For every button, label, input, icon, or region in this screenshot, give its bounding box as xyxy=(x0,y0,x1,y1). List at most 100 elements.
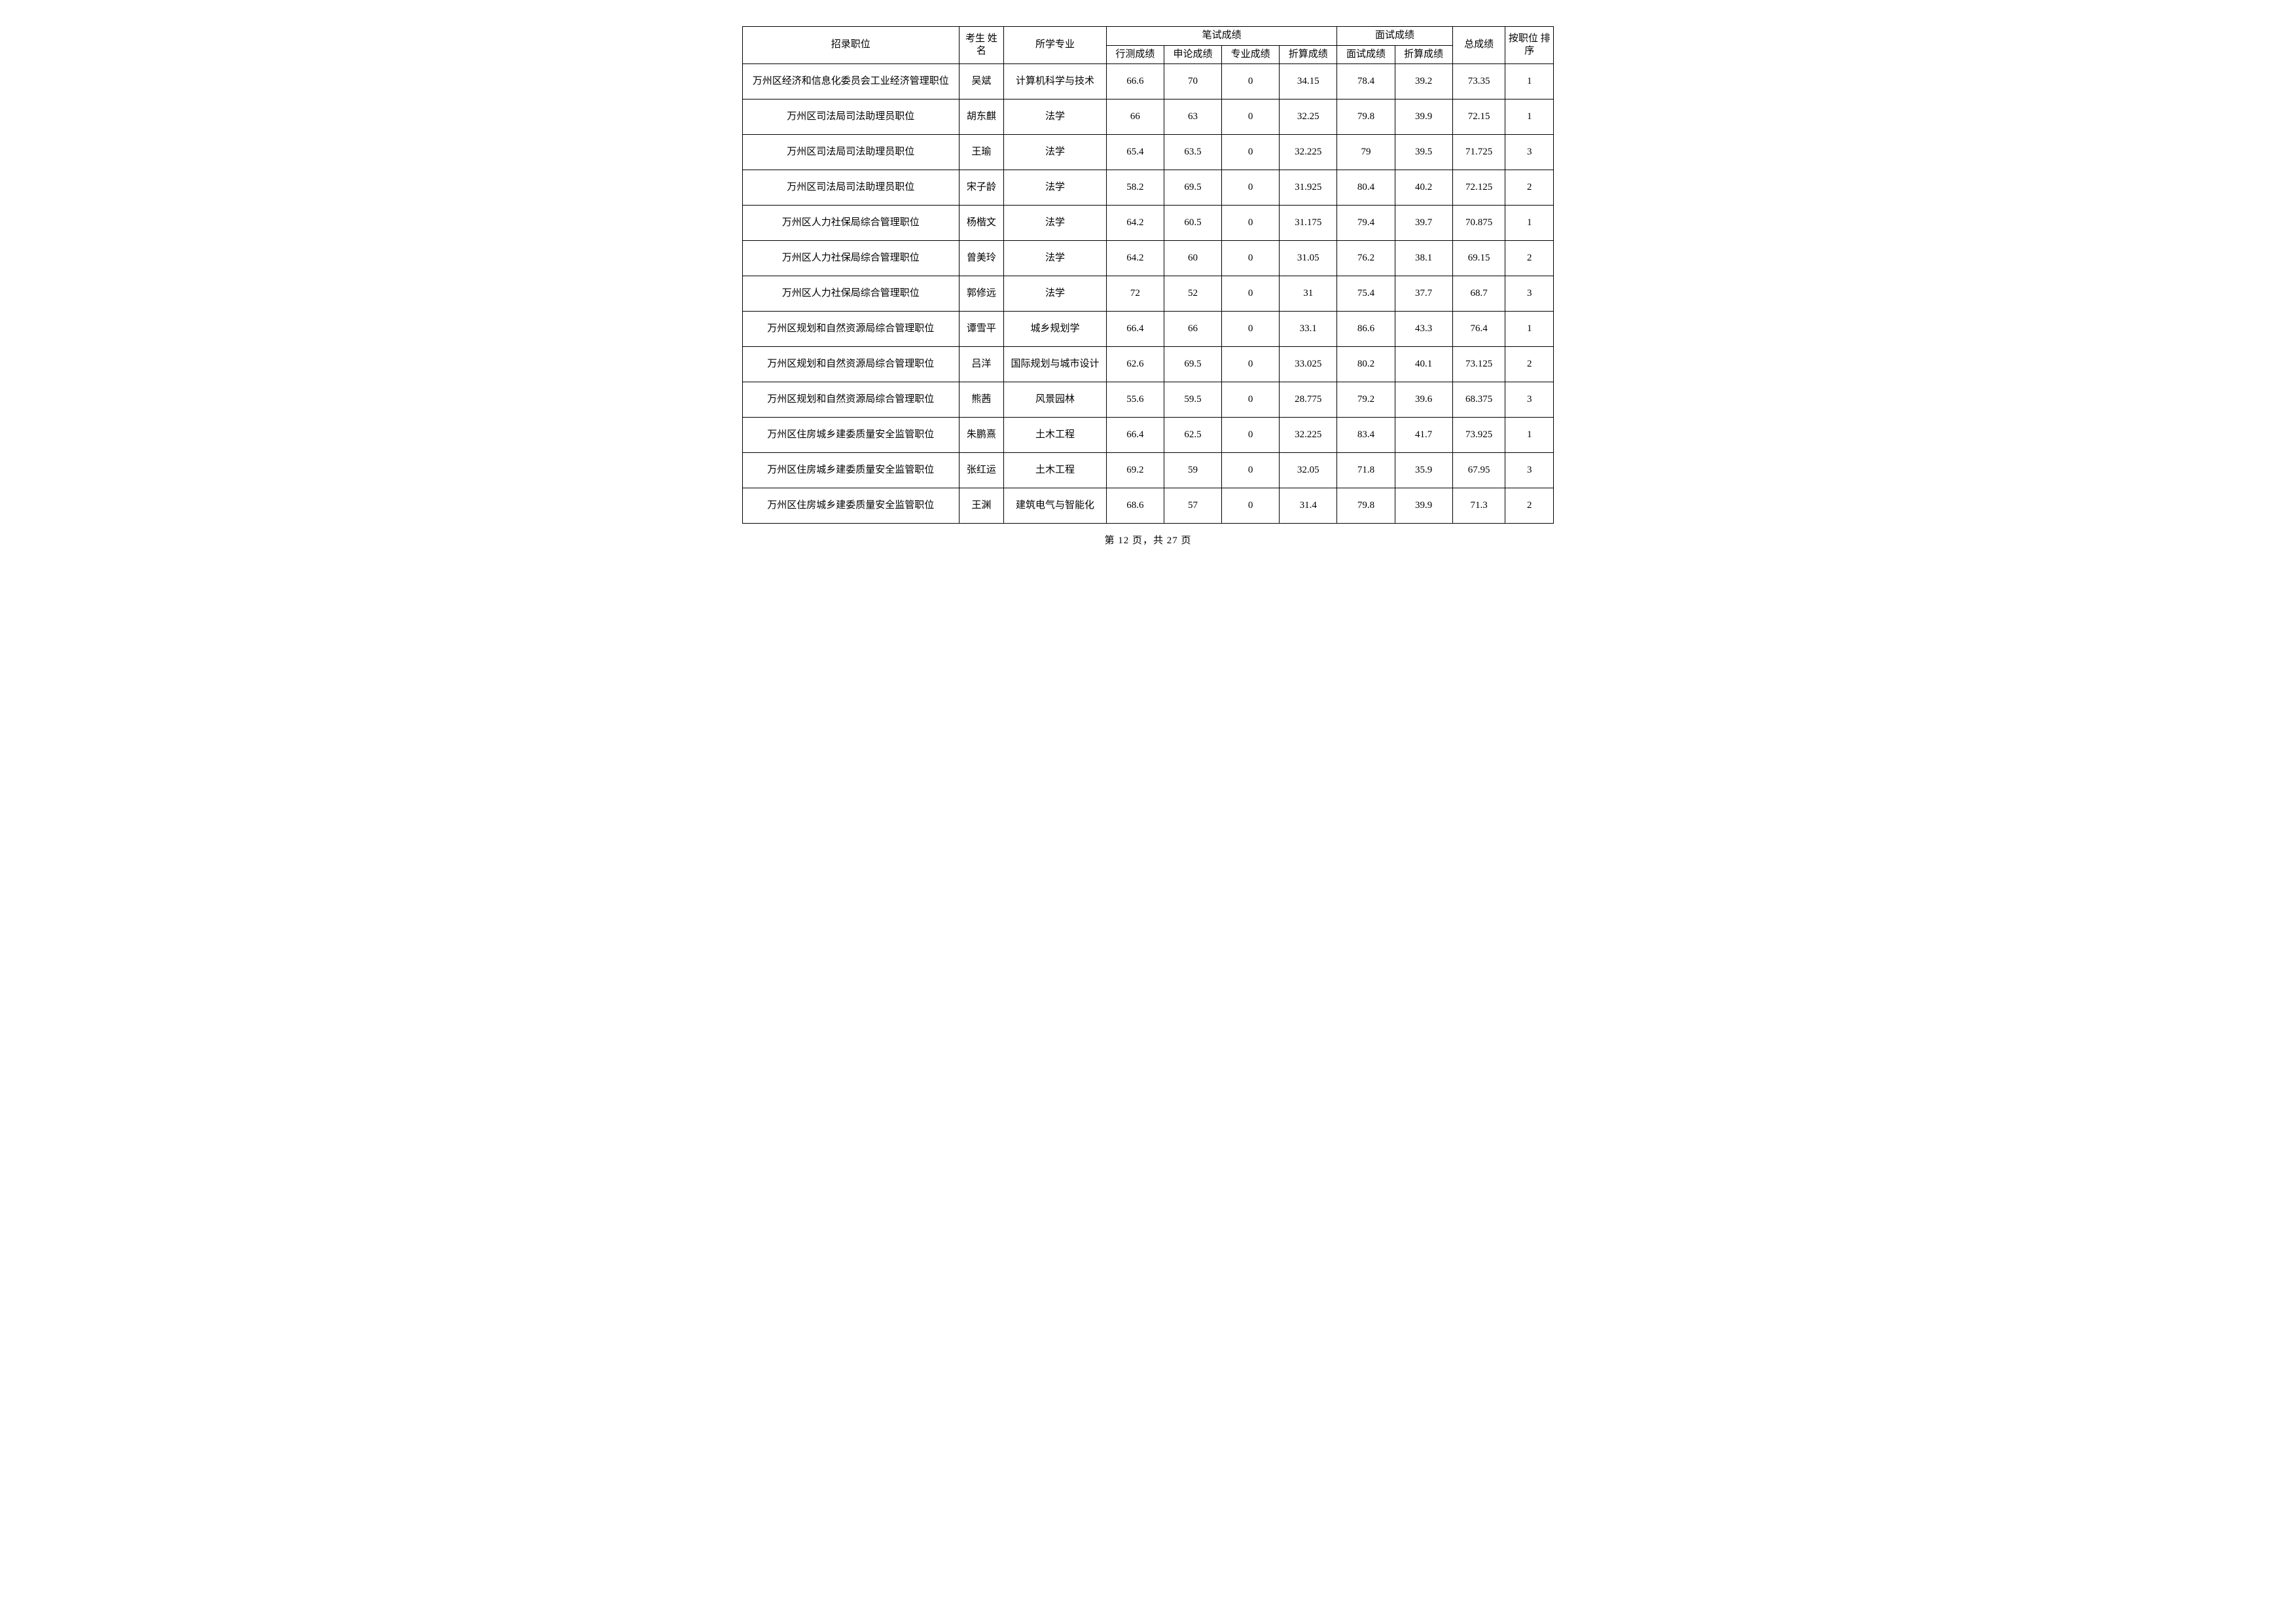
score-table: 招录职位 考生 姓名 所学专业 笔试成绩 面试成绩 总成绩 按职位 排序 行测成… xyxy=(742,26,1554,524)
cell-interview-conv: 38.1 xyxy=(1395,241,1452,276)
table-row: 万州区人力社保局综合管理职位杨楷文法学64.260.5031.17579.439… xyxy=(743,206,1554,241)
cell-name: 谭雪平 xyxy=(959,312,1004,347)
cell-position: 万州区司法局司法助理员职位 xyxy=(743,135,960,170)
header-interview-score: 面试成绩 xyxy=(1337,45,1395,64)
cell-shenlun: 52 xyxy=(1164,276,1221,312)
cell-written-conv: 31 xyxy=(1280,276,1337,312)
table-row: 万州区经济和信息化委员会工业经济管理职位吴斌计算机科学与技术66.670034.… xyxy=(743,64,1554,99)
cell-rank: 1 xyxy=(1505,312,1554,347)
header-rank: 按职位 排序 xyxy=(1505,27,1554,64)
cell-name: 宋子龄 xyxy=(959,170,1004,206)
cell-zhuanye: 0 xyxy=(1222,64,1280,99)
cell-interview-conv: 37.7 xyxy=(1395,276,1452,312)
cell-total: 68.7 xyxy=(1452,276,1505,312)
cell-major: 建筑电气与智能化 xyxy=(1004,488,1107,524)
cell-interview-conv: 40.2 xyxy=(1395,170,1452,206)
cell-shenlun: 62.5 xyxy=(1164,418,1221,453)
cell-xingce: 69.2 xyxy=(1106,453,1164,488)
table-row: 万州区司法局司法助理员职位胡东麒法学6663032.2579.839.972.1… xyxy=(743,99,1554,135)
header-position: 招录职位 xyxy=(743,27,960,64)
cell-major: 风景园林 xyxy=(1004,382,1107,418)
cell-shenlun: 66 xyxy=(1164,312,1221,347)
cell-zhuanye: 0 xyxy=(1222,453,1280,488)
page-container: 招录职位 考生 姓名 所学专业 笔试成绩 面试成绩 总成绩 按职位 排序 行测成… xyxy=(742,26,1554,547)
cell-written-conv: 31.925 xyxy=(1280,170,1337,206)
cell-total: 76.4 xyxy=(1452,312,1505,347)
cell-xingce: 66.4 xyxy=(1106,312,1164,347)
cell-total: 73.125 xyxy=(1452,347,1505,382)
header-shenlun: 申论成绩 xyxy=(1164,45,1221,64)
cell-xingce: 55.6 xyxy=(1106,382,1164,418)
cell-position: 万州区司法局司法助理员职位 xyxy=(743,99,960,135)
cell-interview: 76.2 xyxy=(1337,241,1395,276)
cell-name: 张红运 xyxy=(959,453,1004,488)
header-name: 考生 姓名 xyxy=(959,27,1004,64)
header-zhuanye: 专业成绩 xyxy=(1222,45,1280,64)
cell-position: 万州区人力社保局综合管理职位 xyxy=(743,206,960,241)
cell-written-conv: 31.05 xyxy=(1280,241,1337,276)
table-row: 万州区规划和自然资源局综合管理职位熊茜风景园林55.659.5028.77579… xyxy=(743,382,1554,418)
cell-rank: 1 xyxy=(1505,99,1554,135)
cell-name: 熊茜 xyxy=(959,382,1004,418)
table-row: 万州区住房城乡建委质量安全监管职位朱鹏熹土木工程66.462.5032.2258… xyxy=(743,418,1554,453)
header-interview-group: 面试成绩 xyxy=(1337,27,1452,46)
cell-zhuanye: 0 xyxy=(1222,347,1280,382)
cell-total: 71.725 xyxy=(1452,135,1505,170)
cell-interview: 79.8 xyxy=(1337,99,1395,135)
cell-total: 70.875 xyxy=(1452,206,1505,241)
cell-written-conv: 33.025 xyxy=(1280,347,1337,382)
cell-position: 万州区住房城乡建委质量安全监管职位 xyxy=(743,488,960,524)
cell-zhuanye: 0 xyxy=(1222,135,1280,170)
page-footer: 第 12 页，共 27 页 xyxy=(742,533,1554,547)
cell-interview: 80.2 xyxy=(1337,347,1395,382)
cell-name: 胡东麒 xyxy=(959,99,1004,135)
cell-interview-conv: 39.6 xyxy=(1395,382,1452,418)
header-major: 所学专业 xyxy=(1004,27,1107,64)
cell-total: 69.15 xyxy=(1452,241,1505,276)
cell-interview: 79.2 xyxy=(1337,382,1395,418)
cell-zhuanye: 0 xyxy=(1222,382,1280,418)
cell-position: 万州区住房城乡建委质量安全监管职位 xyxy=(743,453,960,488)
cell-position: 万州区住房城乡建委质量安全监管职位 xyxy=(743,418,960,453)
cell-interview: 79.4 xyxy=(1337,206,1395,241)
cell-total: 71.3 xyxy=(1452,488,1505,524)
cell-total: 72.125 xyxy=(1452,170,1505,206)
table-body: 万州区经济和信息化委员会工业经济管理职位吴斌计算机科学与技术66.670034.… xyxy=(743,64,1554,524)
header-interview-converted: 折算成绩 xyxy=(1395,45,1452,64)
cell-xingce: 65.4 xyxy=(1106,135,1164,170)
cell-rank: 2 xyxy=(1505,488,1554,524)
cell-interview-conv: 39.9 xyxy=(1395,99,1452,135)
cell-rank: 1 xyxy=(1505,418,1554,453)
cell-name: 王瑜 xyxy=(959,135,1004,170)
cell-xingce: 62.6 xyxy=(1106,347,1164,382)
cell-name: 杨楷文 xyxy=(959,206,1004,241)
cell-shenlun: 60 xyxy=(1164,241,1221,276)
cell-interview-conv: 43.3 xyxy=(1395,312,1452,347)
table-row: 万州区住房城乡建委质量安全监管职位张红运土木工程69.259032.0571.8… xyxy=(743,453,1554,488)
cell-interview: 79.8 xyxy=(1337,488,1395,524)
cell-interview: 86.6 xyxy=(1337,312,1395,347)
header-row-1: 招录职位 考生 姓名 所学专业 笔试成绩 面试成绩 总成绩 按职位 排序 xyxy=(743,27,1554,46)
cell-zhuanye: 0 xyxy=(1222,276,1280,312)
cell-name: 朱鹏熹 xyxy=(959,418,1004,453)
cell-written-conv: 33.1 xyxy=(1280,312,1337,347)
cell-rank: 2 xyxy=(1505,170,1554,206)
cell-major: 土木工程 xyxy=(1004,418,1107,453)
cell-rank: 2 xyxy=(1505,241,1554,276)
cell-written-conv: 28.775 xyxy=(1280,382,1337,418)
cell-xingce: 72 xyxy=(1106,276,1164,312)
cell-interview: 83.4 xyxy=(1337,418,1395,453)
cell-interview-conv: 39.7 xyxy=(1395,206,1452,241)
table-header: 招录职位 考生 姓名 所学专业 笔试成绩 面试成绩 总成绩 按职位 排序 行测成… xyxy=(743,27,1554,64)
cell-position: 万州区规划和自然资源局综合管理职位 xyxy=(743,312,960,347)
cell-interview: 75.4 xyxy=(1337,276,1395,312)
table-row: 万州区人力社保局综合管理职位郭修远法学725203175.437.768.73 xyxy=(743,276,1554,312)
cell-interview-conv: 35.9 xyxy=(1395,453,1452,488)
cell-rank: 3 xyxy=(1505,135,1554,170)
cell-major: 国际规划与城市设计 xyxy=(1004,347,1107,382)
cell-interview-conv: 39.5 xyxy=(1395,135,1452,170)
cell-shenlun: 69.5 xyxy=(1164,347,1221,382)
cell-major: 城乡规划学 xyxy=(1004,312,1107,347)
cell-shenlun: 59 xyxy=(1164,453,1221,488)
cell-written-conv: 32.225 xyxy=(1280,418,1337,453)
